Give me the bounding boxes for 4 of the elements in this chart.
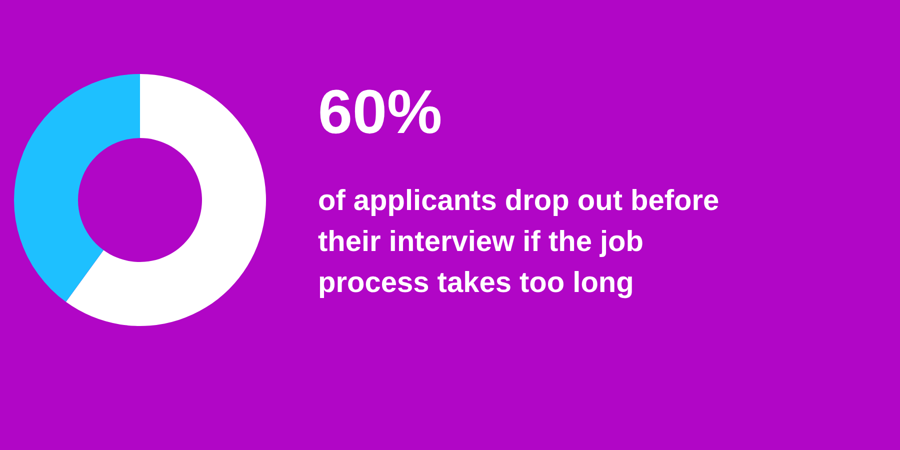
chart-title: 60% bbox=[318, 78, 442, 147]
donut-slice bbox=[14, 74, 140, 302]
text: of applicants drop out before their interview if the job process takes too long bbox=[318, 185, 720, 299]
donut-slice bbox=[66, 74, 266, 326]
